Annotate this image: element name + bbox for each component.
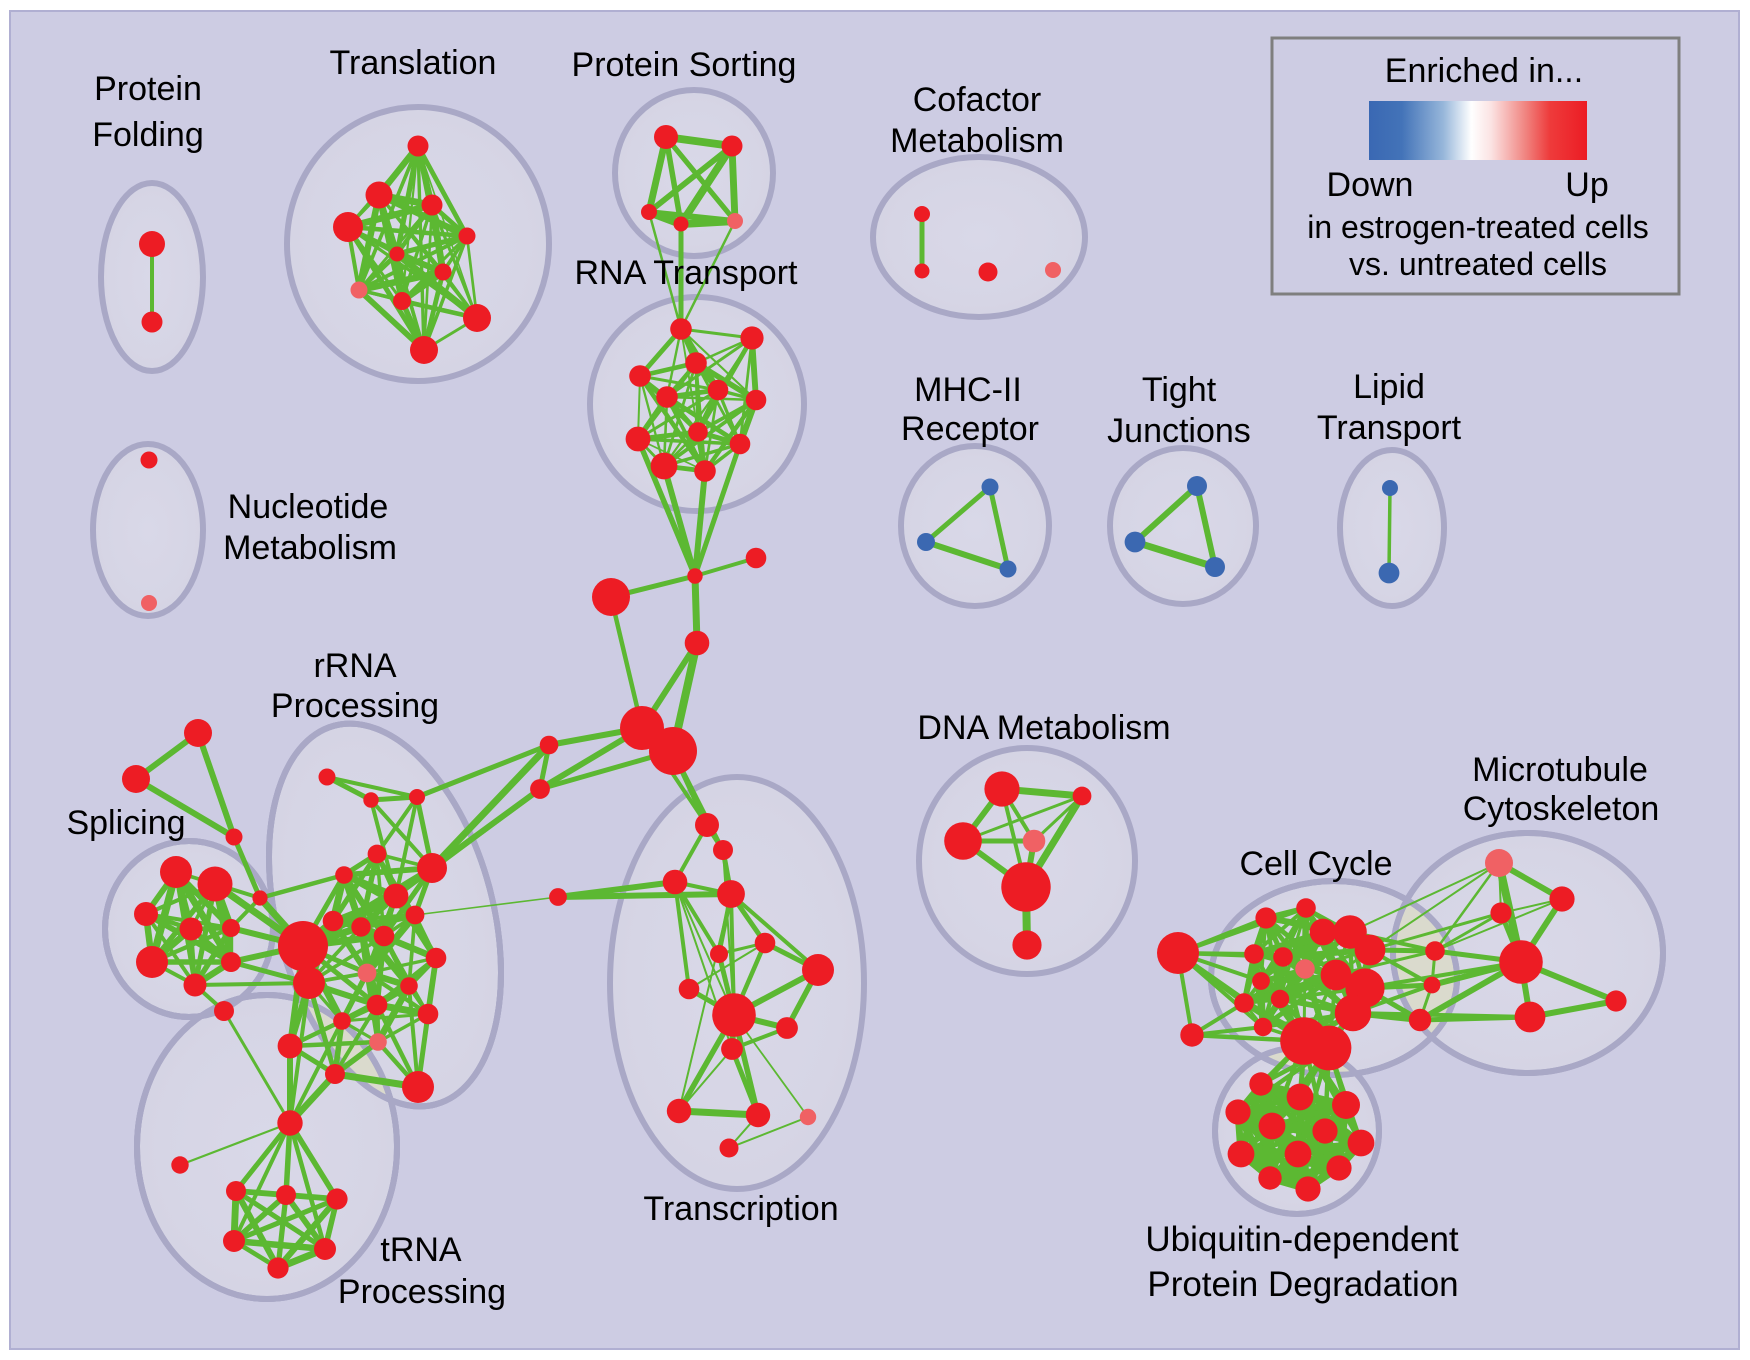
- svg-text:vs. untreated cells: vs. untreated cells: [1349, 246, 1607, 282]
- svg-text:Transport: Transport: [1317, 409, 1462, 447]
- svg-text:Metabolism: Metabolism: [890, 122, 1064, 160]
- svg-text:in estrogen-treated cells: in estrogen-treated cells: [1307, 209, 1649, 245]
- svg-text:Tight: Tight: [1142, 371, 1217, 409]
- svg-text:Processing: Processing: [271, 687, 439, 725]
- svg-text:Down: Down: [1327, 166, 1414, 204]
- svg-text:tRNA: tRNA: [380, 1231, 462, 1269]
- svg-text:Protein: Protein: [94, 70, 202, 108]
- svg-text:RNA Transport: RNA Transport: [575, 254, 799, 292]
- svg-text:Junctions: Junctions: [1107, 412, 1251, 450]
- svg-text:Cytoskeleton: Cytoskeleton: [1463, 790, 1660, 828]
- svg-text:MHC-II: MHC-II: [914, 371, 1022, 409]
- svg-text:Ubiquitin-dependent: Ubiquitin-dependent: [1145, 1220, 1459, 1259]
- svg-text:Lipid: Lipid: [1353, 368, 1425, 406]
- svg-text:DNA Metabolism: DNA Metabolism: [917, 709, 1170, 747]
- svg-text:Translation: Translation: [330, 44, 497, 82]
- svg-text:Metabolism: Metabolism: [223, 529, 397, 567]
- svg-text:Up: Up: [1565, 166, 1608, 204]
- svg-text:Protein Sorting: Protein Sorting: [572, 46, 797, 84]
- svg-text:Enriched in...: Enriched in...: [1385, 52, 1583, 90]
- svg-text:Protein Degradation: Protein Degradation: [1147, 1265, 1458, 1304]
- svg-text:Receptor: Receptor: [901, 410, 1039, 448]
- svg-text:Folding: Folding: [92, 116, 204, 154]
- svg-text:rRNA: rRNA: [313, 647, 396, 685]
- svg-text:Splicing: Splicing: [66, 804, 185, 842]
- svg-text:Nucleotide: Nucleotide: [228, 488, 389, 526]
- svg-text:Cofactor: Cofactor: [913, 81, 1042, 119]
- svg-text:Cell Cycle: Cell Cycle: [1239, 845, 1392, 883]
- svg-text:Transcription: Transcription: [643, 1190, 838, 1228]
- svg-text:Processing: Processing: [338, 1273, 506, 1311]
- svg-text:Microtubule: Microtubule: [1472, 751, 1648, 789]
